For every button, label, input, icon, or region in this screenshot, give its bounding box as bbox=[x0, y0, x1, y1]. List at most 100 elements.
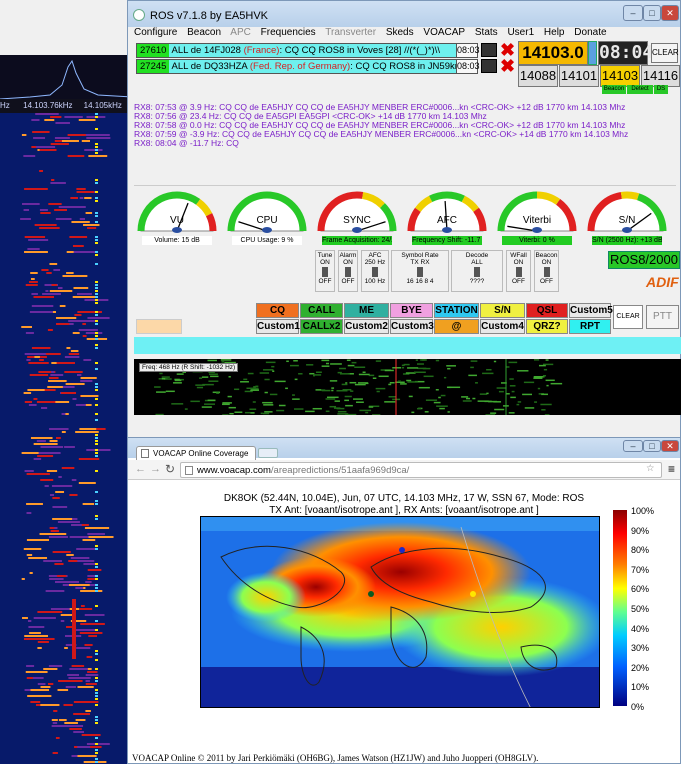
gauge-dial: Viterbi bbox=[497, 191, 577, 233]
macro-button-custom2[interactable]: Custom2 bbox=[344, 319, 389, 334]
toggle-switch[interactable] bbox=[474, 267, 480, 277]
macro-button-qrz[interactable]: QRZ? bbox=[526, 319, 568, 334]
reload-icon[interactable]: ↻ bbox=[165, 462, 176, 476]
ros-waterfall[interactable]: Freq: 468 Hz (R Shift: -1032 Hz) bbox=[134, 359, 681, 415]
macro-button-me[interactable]: ME bbox=[344, 303, 389, 318]
back-icon[interactable]: ← bbox=[135, 463, 146, 475]
minimize-button[interactable]: – bbox=[623, 5, 643, 21]
macro-button-bye[interactable]: BYE bbox=[390, 303, 433, 318]
save-icon[interactable] bbox=[481, 59, 497, 73]
clear-button[interactable]: CLEAR bbox=[651, 43, 679, 63]
gauge-dial: S/N bbox=[587, 191, 667, 233]
menu-transverter[interactable]: Transverter bbox=[325, 27, 377, 38]
menu-donate[interactable]: Donate bbox=[574, 27, 607, 38]
message-row[interactable]: 27245 ALL de DQ33HZA (Fed. Rep. of Germa… bbox=[136, 59, 470, 74]
message-row[interactable]: 27610 ALL de 14FJ028 (France): CQ CQ ROS… bbox=[136, 43, 470, 58]
toggle-switch[interactable] bbox=[515, 267, 522, 277]
clear-tx-button[interactable]: CLEAR bbox=[613, 305, 643, 329]
tab-title: VOACAP Online Coverage bbox=[153, 449, 249, 458]
colorbar-label: 80% bbox=[631, 545, 650, 556]
macro-button-custom3[interactable]: Custom3 bbox=[390, 319, 434, 334]
new-tab-button[interactable] bbox=[258, 448, 278, 458]
toggle-switch[interactable] bbox=[345, 267, 351, 277]
control-symbol-rate[interactable]: Symbol Rate TX RX 16 16 8 4 bbox=[391, 250, 449, 292]
toggle-switch[interactable] bbox=[372, 267, 378, 277]
macro-button-qsl[interactable]: QSL bbox=[526, 303, 568, 318]
macro-button-station[interactable]: STATION bbox=[434, 303, 479, 318]
gauge-needle bbox=[626, 212, 652, 232]
frequency-display[interactable]: 14103.0 bbox=[518, 41, 588, 65]
menu-beacon[interactable]: Beacon bbox=[187, 27, 222, 38]
menu-help[interactable]: Help bbox=[543, 27, 565, 38]
menu-skeds[interactable]: Skeds bbox=[385, 27, 414, 38]
macro-button-custom4[interactable]: Custom4 bbox=[480, 319, 525, 334]
macro-button-custom5[interactable]: Custom5 bbox=[569, 303, 613, 318]
browser-toolbar: ← → ↻ www.voacap.com/areapredictions/51a… bbox=[128, 460, 680, 480]
control-beacon[interactable]: Beacon ON OFF bbox=[534, 250, 559, 292]
macro-button-callx2[interactable]: CALLx2 bbox=[300, 319, 343, 334]
adif-logo[interactable]: ADIF bbox=[646, 274, 679, 290]
macro-button-[interactable]: @ bbox=[434, 319, 479, 334]
forward-icon[interactable]: → bbox=[150, 463, 161, 475]
toggle-switch[interactable] bbox=[322, 267, 328, 277]
menu-frequencies[interactable]: Frequencies bbox=[260, 27, 316, 38]
macro-button-custom1[interactable]: Custom1 bbox=[256, 319, 300, 334]
ros-title-bar[interactable]: ROS v7.1.8 by EA5HVK bbox=[128, 1, 680, 27]
gauge: AFC Frequency Shift: -11.7 Hz bbox=[406, 189, 488, 245]
maximize-button[interactable]: □ bbox=[643, 440, 661, 452]
browser-tab[interactable]: VOACAP Online Coverage × bbox=[136, 446, 256, 460]
delete-icon[interactable]: ✖ bbox=[500, 56, 516, 76]
macro-button-rpt[interactable]: RPT bbox=[569, 319, 611, 334]
menu-apc[interactable]: APC bbox=[230, 27, 251, 38]
tab-close-icon[interactable]: × bbox=[255, 449, 256, 458]
macro-button-cq[interactable]: CQ bbox=[256, 303, 299, 318]
control-afc[interactable]: AFC 250 Hz 100 Hz bbox=[361, 250, 389, 292]
toggle-switch[interactable] bbox=[543, 267, 550, 277]
toggle-switch[interactable] bbox=[417, 267, 423, 277]
coverage-map[interactable] bbox=[200, 516, 600, 708]
message-text: ALL de 14FJ028 bbox=[171, 45, 244, 56]
freq-preset-button[interactable]: 14103 bbox=[600, 65, 640, 87]
menu-icon[interactable]: ≡ bbox=[668, 462, 676, 476]
tx-input[interactable] bbox=[134, 337, 681, 354]
page-icon bbox=[185, 466, 193, 475]
macro-button-sn[interactable]: S/N bbox=[480, 303, 525, 318]
url-bar[interactable]: www.voacap.com/areapredictions/51aafa969… bbox=[180, 462, 662, 478]
message-text: ALL de DQ33HZA bbox=[171, 61, 250, 72]
control-wfall[interactable]: WFall ON OFF bbox=[506, 250, 531, 292]
menu-configure[interactable]: Configure bbox=[134, 27, 178, 38]
gauge-name: SYNC bbox=[343, 215, 371, 226]
colorbar-label: 40% bbox=[631, 623, 650, 634]
freq-preset-button[interactable]: 14088 bbox=[518, 65, 558, 87]
gauge: S/N S/N (2500 Hz): +13 dB bbox=[586, 189, 668, 245]
menu-stats[interactable]: Stats bbox=[474, 27, 498, 38]
menu-voacap[interactable]: VOACAP bbox=[423, 27, 466, 38]
map-subtitle: TX Ant: [voaant/isotrope.ant ], RX Ants:… bbox=[269, 505, 539, 516]
message-number: 27610 bbox=[137, 44, 170, 57]
control-value: OFF bbox=[512, 278, 525, 285]
frequency-spinner[interactable] bbox=[588, 41, 597, 65]
save-icon[interactable] bbox=[481, 43, 497, 57]
control-title: WFall bbox=[510, 252, 527, 259]
colorbar-label: 50% bbox=[631, 604, 650, 614]
status-ds: DS bbox=[654, 85, 668, 94]
maximize-button[interactable]: □ bbox=[643, 5, 661, 21]
ptt-button[interactable]: PTT bbox=[646, 305, 679, 329]
freq-preset-button[interactable]: 14101 bbox=[559, 65, 599, 87]
menu-user1[interactable]: User1 bbox=[507, 27, 535, 38]
freq-preset-button[interactable]: 14116 bbox=[641, 65, 680, 87]
waterfall-display[interactable] bbox=[0, 113, 133, 764]
gauge-needle bbox=[444, 201, 448, 232]
freq-label: 14.105kHz bbox=[83, 101, 122, 110]
rx-line: RX8: 08:04 @ -11.7 Hz: CQ bbox=[134, 138, 239, 148]
macro-button-call[interactable]: CALL bbox=[300, 303, 343, 318]
minimize-button[interactable]: – bbox=[623, 440, 643, 452]
bookmark-star-icon[interactable]: ☆ bbox=[646, 463, 655, 474]
delete-icon[interactable]: ✖ bbox=[500, 40, 516, 60]
control-decode[interactable]: Decode ALL???? bbox=[451, 250, 503, 292]
rx-text-area[interactable]: RX8: 07:53 @ 3.9 Hz: CQ CQ de EA5HJY CQ … bbox=[134, 103, 674, 185]
control-alarm[interactable]: Alarm ON OFF bbox=[338, 250, 358, 292]
close-button[interactable]: ✕ bbox=[661, 440, 679, 452]
close-button[interactable]: ✕ bbox=[661, 5, 679, 21]
control-tune[interactable]: Tune ON OFF bbox=[315, 250, 335, 292]
